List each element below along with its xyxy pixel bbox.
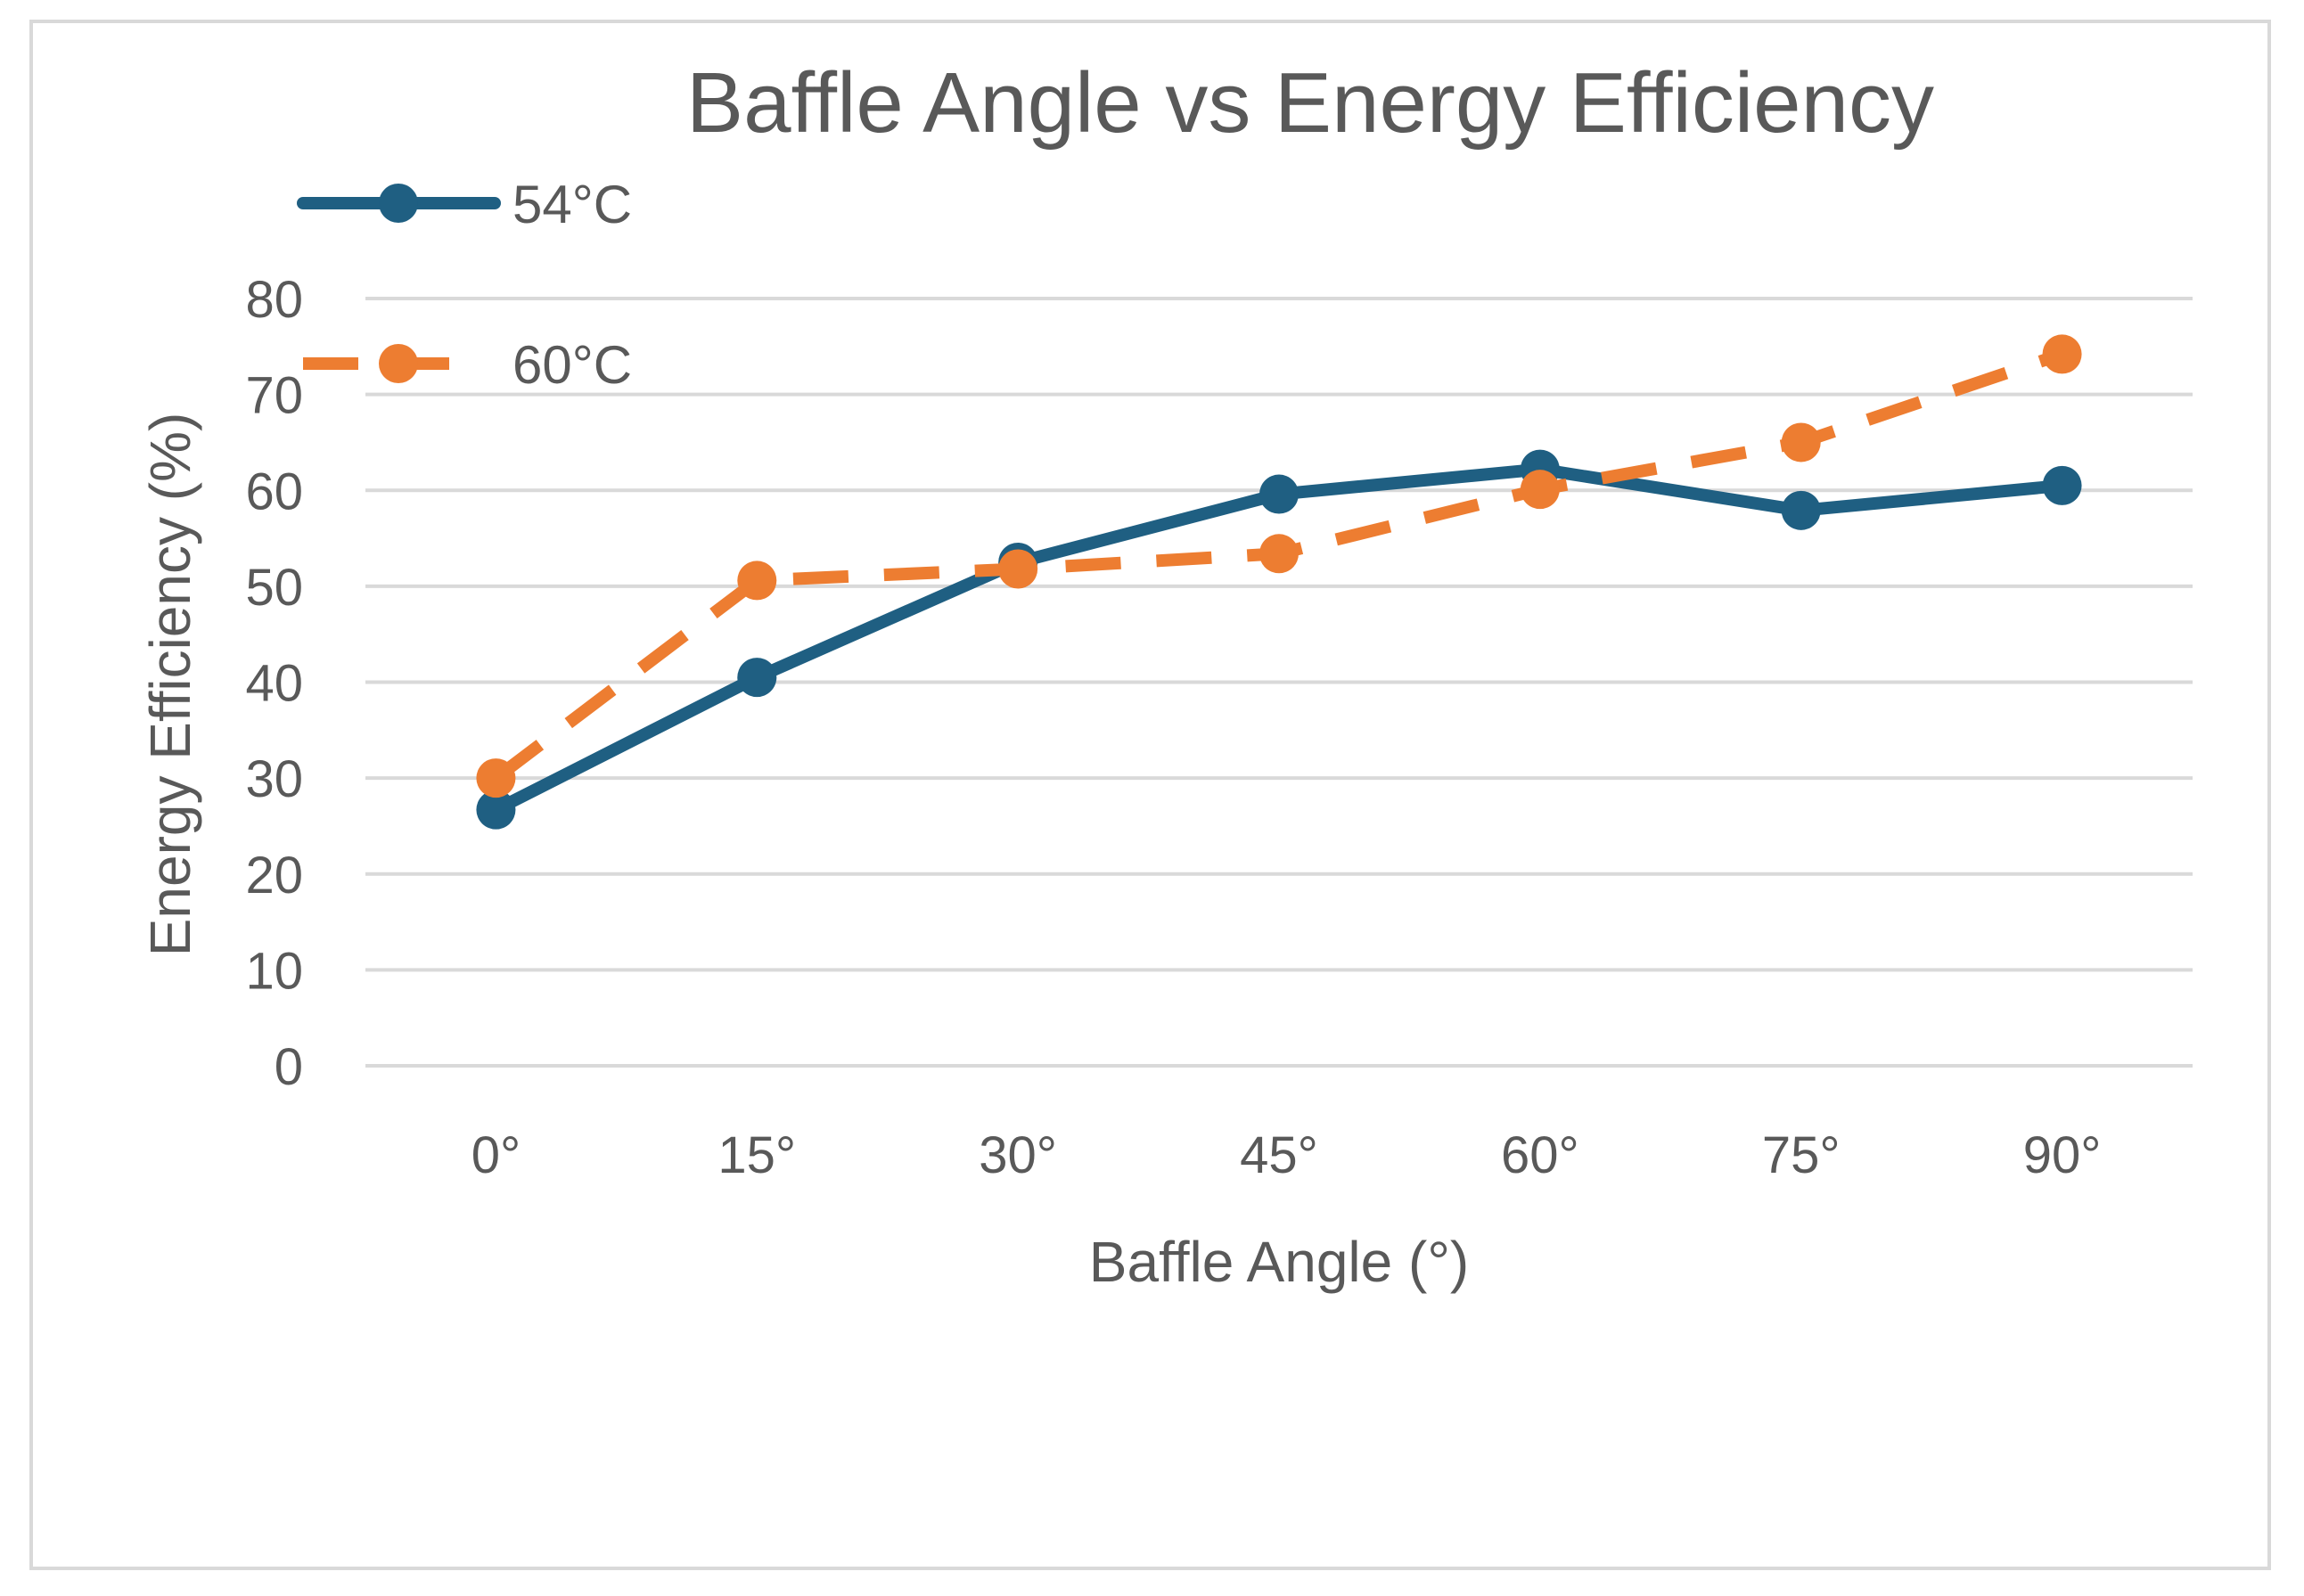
y-tick-label: 40 <box>245 655 303 713</box>
legend-marker-54c <box>379 184 418 223</box>
x-axis-title: Baffle Angle (°) <box>1089 1230 1469 1294</box>
data-point-54c-0 <box>476 790 516 830</box>
series-line-54c <box>489 462 2069 816</box>
y-axis-title: Energy Efficiency (%) <box>138 413 202 957</box>
data-point-54c-6 <box>2042 465 2082 505</box>
y-tick-label: 20 <box>245 847 303 904</box>
x-tick-label: 0° <box>471 1126 521 1184</box>
data-point-54c-1 <box>737 658 777 698</box>
x-tick-label: 15° <box>717 1126 796 1184</box>
axis-ticks: 0 10 20 30 40 50 60 70 80 0° 15° 30° 45° 60° 75° 90° <box>245 271 2101 1184</box>
x-tick-label: 60° <box>1501 1126 1579 1184</box>
legend-marker-60c <box>379 344 418 383</box>
data-point-60c-2 <box>998 549 1038 589</box>
chart-title: Baffle Angle vs Energy Efficiency <box>686 55 1934 151</box>
y-tick-label: 10 <box>245 942 303 1000</box>
y-tick-label: 70 <box>245 367 303 425</box>
legend: 54°C 60°C <box>297 175 632 395</box>
legend-label-54c: 54°C <box>512 175 632 234</box>
data-point-60c-5 <box>1781 422 1821 462</box>
x-tick-label: 75° <box>1762 1126 1841 1184</box>
data-point-54c-5 <box>1781 490 1821 530</box>
legend-label-60c: 60°C <box>512 335 632 395</box>
data-point-60c-0 <box>476 758 516 798</box>
y-tick-label: 50 <box>245 559 303 617</box>
data-point-60c-3 <box>1259 534 1299 574</box>
gridlines <box>365 297 2193 1068</box>
y-tick-label: 0 <box>275 1038 303 1096</box>
y-tick-label: 30 <box>245 750 303 808</box>
series-lines <box>476 334 2082 830</box>
x-tick-label: 45° <box>1240 1126 1318 1184</box>
chart-frame <box>29 20 2271 1570</box>
data-point-60c-6 <box>2042 334 2082 374</box>
data-point-60c-4 <box>1520 470 1560 510</box>
legend-item-54c: 54°C <box>297 175 632 234</box>
data-point-54c-3 <box>1259 474 1299 514</box>
x-tick-label: 30° <box>979 1126 1057 1184</box>
y-tick-label: 60 <box>245 462 303 520</box>
legend-item-60c: 60°C <box>303 335 632 395</box>
x-tick-label: 90° <box>2023 1126 2102 1184</box>
y-tick-label: 80 <box>245 271 303 329</box>
data-point-60c-1 <box>737 561 777 601</box>
